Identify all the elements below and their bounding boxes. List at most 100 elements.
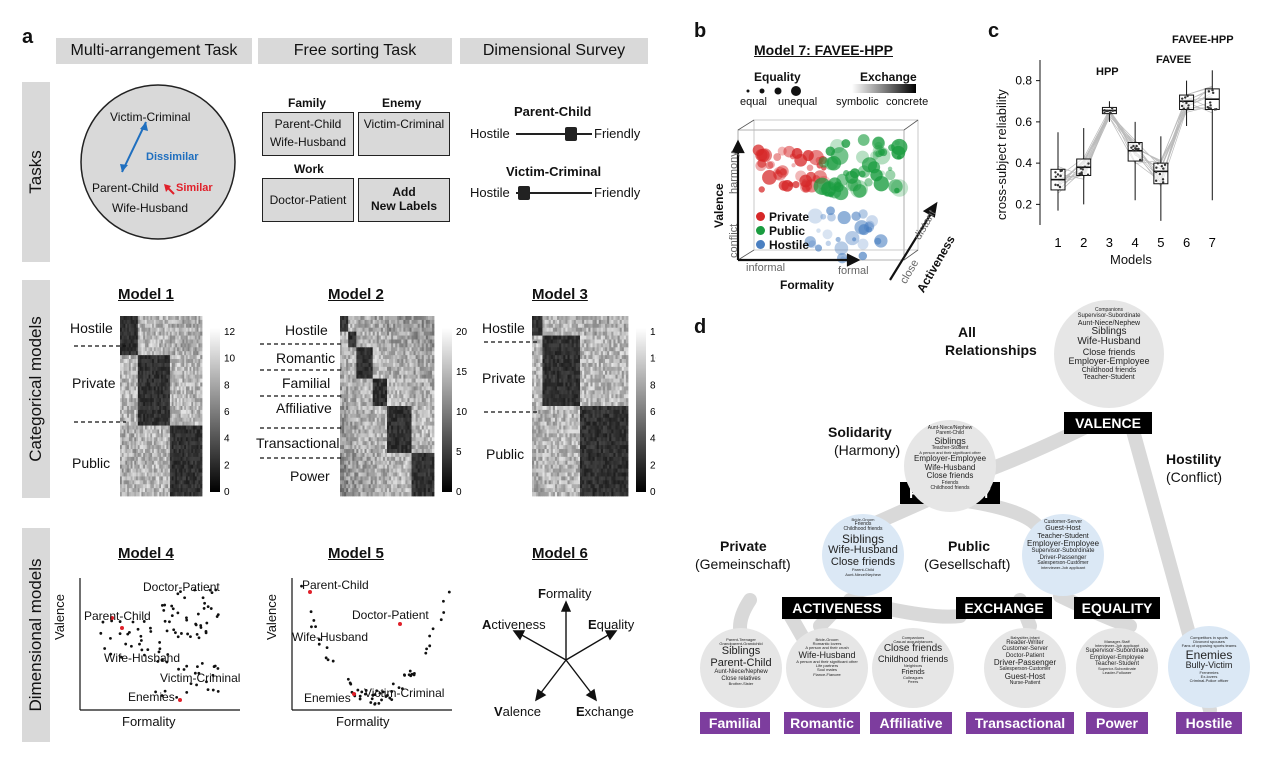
scatter-point	[179, 590, 182, 594]
cube-point-hostile	[822, 229, 833, 240]
scatter-point	[317, 642, 321, 646]
data-point	[1132, 144, 1135, 148]
colorbar-tick: 10	[650, 354, 656, 365]
scatter-point	[325, 646, 329, 650]
model2-label-affiliative: Affiliative	[276, 400, 332, 416]
data-point	[1161, 181, 1165, 184]
scatter-point	[428, 634, 432, 638]
data-point	[1213, 108, 1217, 111]
highlight-point	[120, 626, 124, 630]
colorbar-tick: 12	[650, 327, 656, 338]
scatter-point	[358, 694, 362, 698]
model3-label-hostile: Hostile	[482, 320, 525, 336]
scatter-point	[109, 637, 112, 640]
dim-valence: VALENCE	[1064, 412, 1152, 434]
data-point	[1086, 173, 1090, 176]
model6-title: Model 6	[532, 545, 588, 562]
sort-enemy-box[interactable]: Victim-Criminal	[358, 112, 450, 156]
colorbar-tick: 6	[224, 407, 230, 418]
scatter-point	[154, 690, 158, 694]
data-point	[1160, 164, 1164, 168]
highlight-point	[178, 698, 182, 702]
panel-d-letter: d	[694, 316, 707, 338]
cat-affiliative: Affiliative	[870, 712, 952, 734]
model5-wife-husband: Wife-Husband	[292, 630, 369, 644]
row-label-tasks: Tasks	[22, 82, 50, 262]
scatter-point	[216, 613, 220, 617]
scatter-point	[109, 652, 113, 656]
model2-label-familial: Familial	[282, 375, 331, 391]
model4-enemies: Enemies	[128, 690, 175, 704]
y-tick-label: 0.8	[1015, 74, 1032, 88]
scatter-point	[442, 611, 446, 614]
cube-point-private	[787, 182, 793, 188]
sort-enemy-title: Enemy	[382, 96, 422, 110]
data-point	[1079, 167, 1083, 170]
data-point	[1185, 101, 1188, 105]
scatter-point	[185, 664, 189, 668]
scatter-point	[189, 635, 192, 638]
data-point	[1154, 170, 1158, 174]
survey-1-track[interactable]	[516, 127, 592, 141]
scatter-point	[397, 686, 401, 690]
cube-point-public	[861, 157, 878, 173]
cube-point-hostile	[858, 224, 870, 236]
bubble-public: Customer-Server Guest-Host Teacher-Stude…	[1022, 514, 1104, 596]
colorbar-tick: 20	[456, 327, 468, 338]
row-label-dimensional: Dimensional models	[22, 528, 50, 742]
data-point	[1059, 169, 1062, 173]
sort-work-box[interactable]: Doctor-Patient	[262, 178, 354, 222]
survey-2-track[interactable]	[516, 186, 592, 200]
data-point	[1186, 94, 1189, 98]
boxplot-ylabel: cross-subject reliability	[994, 89, 1009, 220]
sort-family-title: Family	[288, 96, 327, 110]
scatter-point	[160, 694, 164, 697]
survey-1-right: Friendly	[594, 126, 641, 141]
scatter-point	[317, 638, 321, 642]
model4-doctor-patient: Doctor-Patient	[143, 580, 220, 594]
colorbar	[210, 328, 220, 492]
scatter-point	[139, 634, 143, 638]
survey-2-right: Friendly	[594, 185, 641, 200]
multi-dissimilar-label: Dissimilar	[146, 151, 199, 163]
colorbar	[442, 328, 452, 492]
survey-1-handle[interactable]	[564, 127, 577, 141]
scatter-point	[314, 625, 317, 629]
cube-point-public	[850, 180, 868, 198]
cube-point-public	[864, 178, 873, 187]
scatter-point	[182, 668, 186, 671]
scatter-point	[424, 651, 428, 655]
scatter-point	[180, 632, 183, 635]
colorbar-tick: 4	[224, 434, 230, 445]
colorbar-tick: 10	[456, 407, 468, 418]
survey-2-handle[interactable]	[517, 186, 530, 200]
sort-family-box[interactable]: Parent-Child Wife-Husband	[262, 112, 354, 156]
add-new-labels-button[interactable]: Add New Labels	[358, 178, 450, 222]
data-point	[1138, 142, 1141, 145]
scatter-point	[358, 697, 362, 701]
cube-point-private	[758, 186, 765, 193]
scatter-point	[176, 611, 180, 615]
scatter-point	[377, 701, 381, 705]
scatter-point	[439, 618, 443, 622]
model2-title: Model 2	[328, 286, 384, 303]
cube-point-public	[843, 170, 850, 177]
highlight-point	[352, 692, 356, 696]
box	[1127, 142, 1143, 162]
scatter-point	[163, 603, 167, 607]
scatter-point	[185, 616, 188, 620]
data-point	[1131, 148, 1135, 152]
scatter-point	[324, 656, 328, 660]
scatter-point	[206, 605, 210, 609]
formality-informal: informal	[746, 262, 786, 274]
x-tick-label: 7	[1209, 235, 1216, 250]
scatter-point	[346, 677, 350, 681]
data-point	[1182, 107, 1186, 110]
model2-heatmap: 20 15 10 5 0	[260, 316, 468, 498]
cube-point-private	[806, 164, 814, 172]
cube-point-private	[773, 153, 782, 161]
scatter-point	[211, 688, 215, 692]
y-tick-label: 0.6	[1015, 115, 1032, 129]
cube-point-public	[891, 145, 906, 160]
dim-equality: EQUALITY	[1074, 597, 1160, 619]
